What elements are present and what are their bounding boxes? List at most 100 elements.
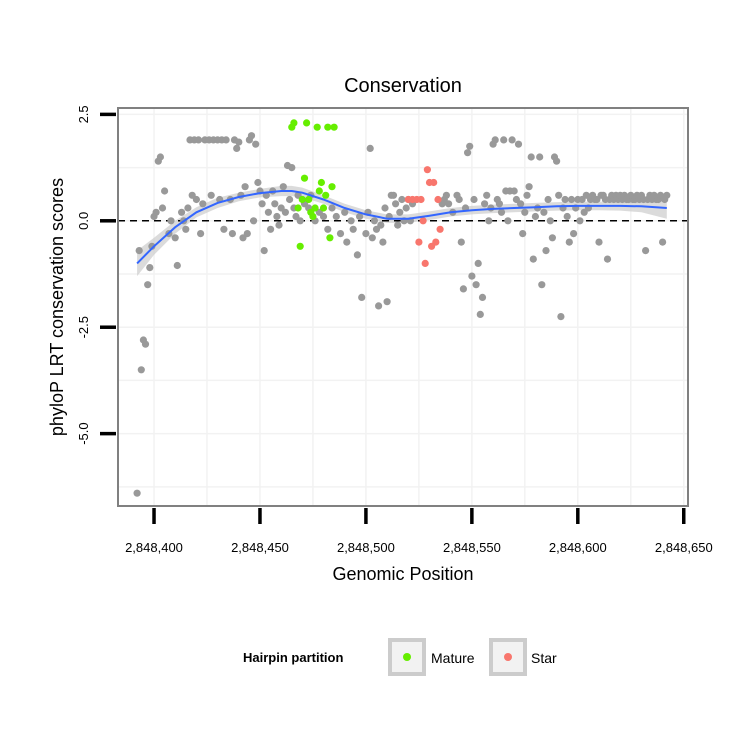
legend-label-star: Star [531, 650, 557, 666]
point-other [514, 140, 523, 148]
y-axis: 2.5 0.0 -2.5 -5.0 [76, 105, 116, 445]
point-other [356, 212, 364, 221]
point-mature [330, 123, 338, 131]
x-tick-label: 2,848,450 [231, 540, 289, 555]
point-other [565, 238, 573, 246]
point-other [495, 200, 503, 208]
point-other [504, 217, 512, 225]
point-other [570, 230, 578, 238]
point-other [491, 136, 499, 144]
point-other [470, 195, 478, 204]
point-other [542, 247, 550, 255]
x-tick-label: 2,848,500 [337, 540, 395, 555]
point-other [133, 489, 141, 497]
point-other [135, 247, 143, 255]
point-other [366, 144, 374, 152]
point-other [182, 225, 190, 233]
point-star [421, 259, 429, 267]
point-other [603, 255, 612, 263]
point-mature [324, 123, 332, 131]
point-other [561, 195, 569, 204]
point-other [519, 230, 527, 238]
point-other [144, 281, 152, 289]
y-tick-label: -5.0 [76, 422, 91, 444]
point-other [241, 183, 249, 191]
point-other [235, 138, 243, 146]
point-other [171, 234, 179, 242]
point-other [394, 221, 402, 229]
point-other [555, 191, 563, 199]
x-tick-label: 2,848,550 [443, 540, 501, 555]
point-other [517, 200, 525, 208]
point-other [178, 208, 186, 216]
point-other [328, 204, 336, 212]
point-other [353, 251, 361, 259]
point-mature [305, 195, 313, 204]
point-mature [313, 123, 321, 131]
point-other [332, 212, 340, 221]
point-other [370, 217, 378, 225]
x-tick-label: 2,848,600 [549, 540, 607, 555]
point-other [156, 153, 164, 161]
point-other [527, 153, 535, 161]
point-other [146, 264, 154, 272]
point-mature [300, 174, 309, 182]
point-other [271, 200, 279, 208]
y-tick-label: -2.5 [76, 316, 91, 338]
point-star [436, 225, 444, 233]
point-other [476, 310, 484, 318]
point-mature [294, 204, 302, 212]
point-other [402, 204, 410, 212]
point-other [464, 149, 472, 157]
point-other [553, 157, 561, 165]
point-other [319, 212, 328, 221]
point-other [510, 187, 518, 195]
point-other [222, 136, 230, 144]
point-other [194, 136, 203, 144]
point-other [233, 144, 241, 152]
point-other [343, 238, 351, 246]
point-other [445, 200, 453, 208]
point-other [595, 238, 603, 246]
plot-background [118, 108, 688, 506]
point-mature [311, 204, 319, 212]
y-tick-label: 2.5 [76, 105, 91, 123]
point-other [483, 191, 491, 199]
point-other [199, 200, 207, 208]
point-star [432, 238, 440, 246]
point-other [659, 238, 667, 246]
point-other [389, 191, 398, 199]
point-other [228, 230, 236, 238]
point-mature [317, 178, 325, 187]
y-tick-label: 0.0 [76, 212, 91, 230]
x-tick-label: 2,848,650 [655, 540, 713, 555]
point-other [375, 302, 383, 310]
point-other [485, 217, 493, 225]
point-star [423, 166, 431, 174]
point-other [576, 217, 584, 225]
point-other [523, 191, 531, 199]
point-other [642, 247, 650, 255]
point-other [525, 183, 533, 191]
point-other [381, 204, 389, 212]
legend-label-mature: Mature [431, 650, 475, 666]
point-other [368, 234, 376, 242]
point-mature [326, 234, 334, 242]
point-mature [319, 204, 328, 212]
point-other [252, 140, 260, 148]
legend-title: Hairpin partition [243, 650, 343, 665]
point-other [379, 238, 387, 246]
point-other [398, 195, 406, 204]
point-other [173, 261, 181, 270]
smooth-trend-line [136, 190, 667, 265]
point-other [546, 217, 554, 225]
legend-dot-mature [403, 653, 411, 661]
point-other [273, 212, 281, 221]
point-other [152, 208, 160, 216]
point-other [567, 195, 576, 204]
point-other [264, 208, 272, 216]
point-other [254, 178, 262, 187]
point-other [544, 195, 552, 204]
point-other [557, 313, 565, 321]
